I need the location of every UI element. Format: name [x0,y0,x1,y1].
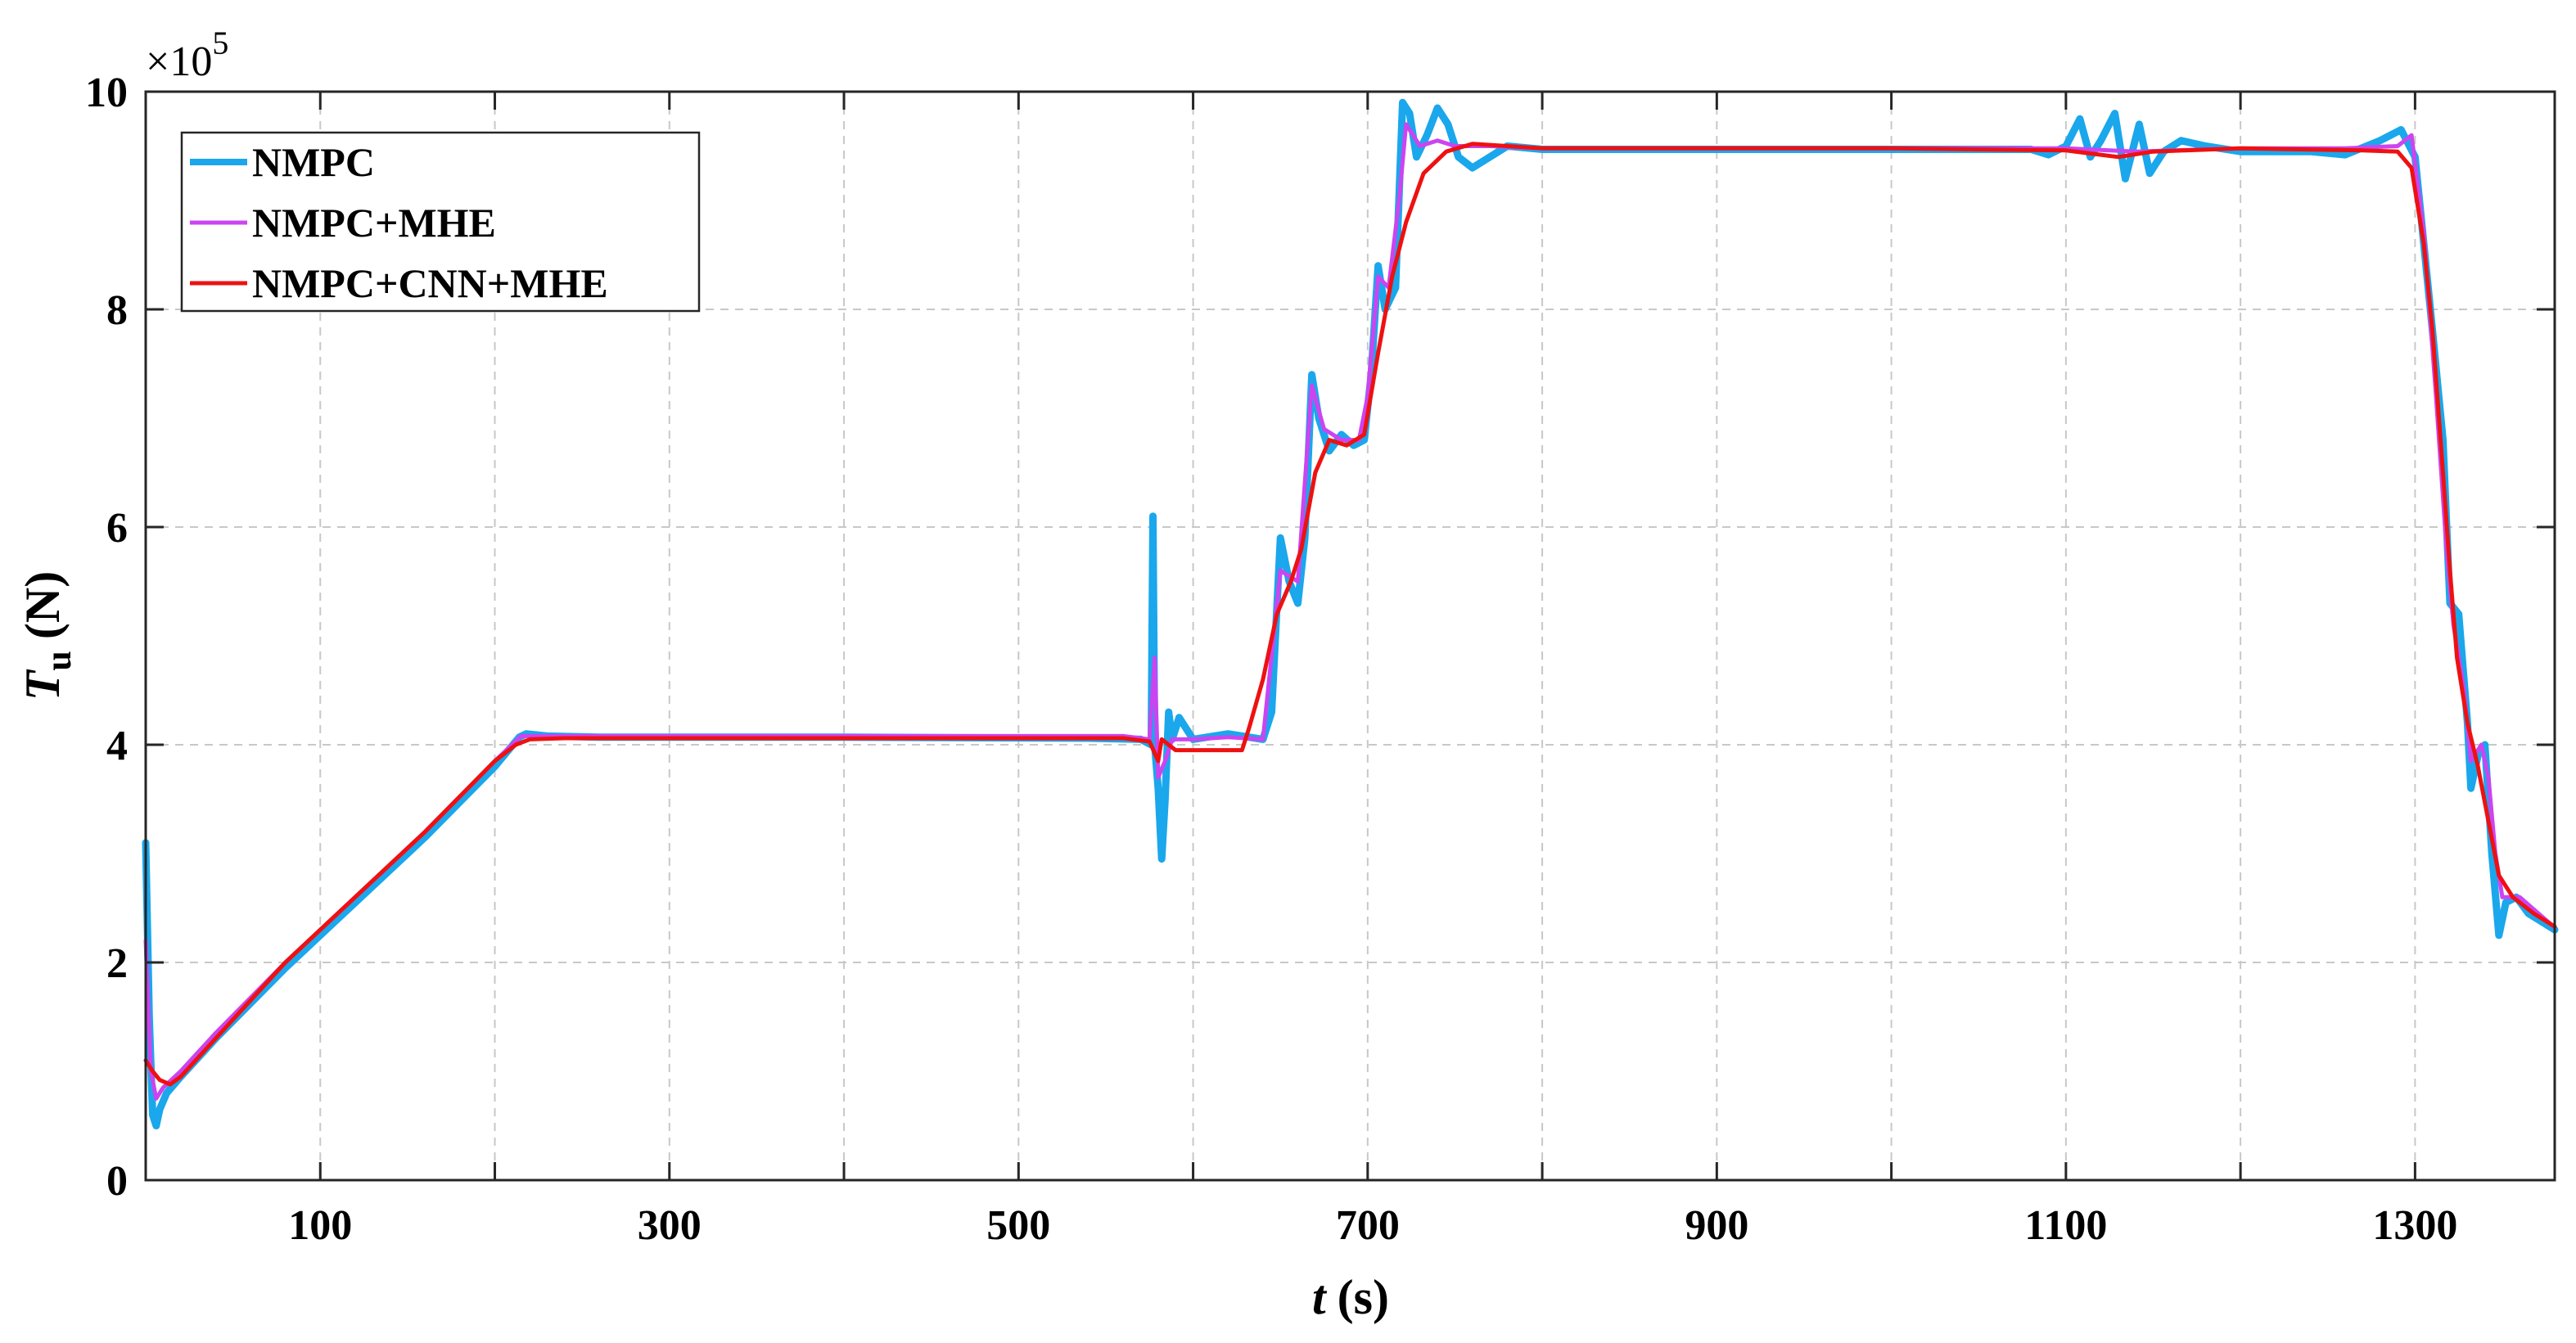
y-tick-label: 8 [106,287,128,334]
y-multiplier-exponent: 5 [212,25,228,61]
y-tick-label: 2 [106,940,128,987]
y-axis-variable: T [16,669,70,701]
y-axis-label: Tu (N) [16,571,79,701]
x-tick-label: 300 [638,1202,702,1249]
y-axis-unit: (N) [16,571,70,639]
y-tick-label: 6 [106,505,128,552]
y-axis-subscript: u [38,651,79,670]
x-tick-label: 1300 [2372,1202,2457,1249]
plot-frame [144,90,2556,1182]
legend-box [180,131,701,313]
y-ticks: 0 2 4 6 8 10 [85,70,2555,1205]
x-tick-label: 700 [1336,1202,1400,1249]
x-tick-label: 1100 [2024,1202,2107,1249]
legend-label-nmpc-cnn-mhe: NMPC+CNN+MHE [252,260,608,306]
y-multiplier: ×105 [146,25,228,85]
legend: NMPC NMPC+MHE NMPC+CNN+MHE [180,131,701,313]
y-tick-label: 10 [85,70,128,116]
x-axis-unit: (s) [1338,1270,1389,1324]
series-line-nmpc-cnn-mhe [143,142,2557,1087]
legend-label-nmpc-mhe: NMPC+MHE [252,200,496,246]
x-axis-variable: t [1312,1270,1328,1324]
series-layer [142,98,2559,1129]
x-tick-label: 500 [986,1202,1050,1249]
x-axis-label: t (s) [1312,1270,1389,1324]
x-tick-label: 900 [1685,1202,1748,1249]
legend-label-nmpc: NMPC [252,139,375,185]
y-tick-label: 4 [106,723,128,769]
y-multiplier-base: ×10 [146,38,212,85]
x-tick-label: 100 [288,1202,352,1249]
y-tick-label: 0 [106,1158,128,1205]
x-ticks: 100 300 500 700 900 1100 1300 [288,92,2457,1249]
